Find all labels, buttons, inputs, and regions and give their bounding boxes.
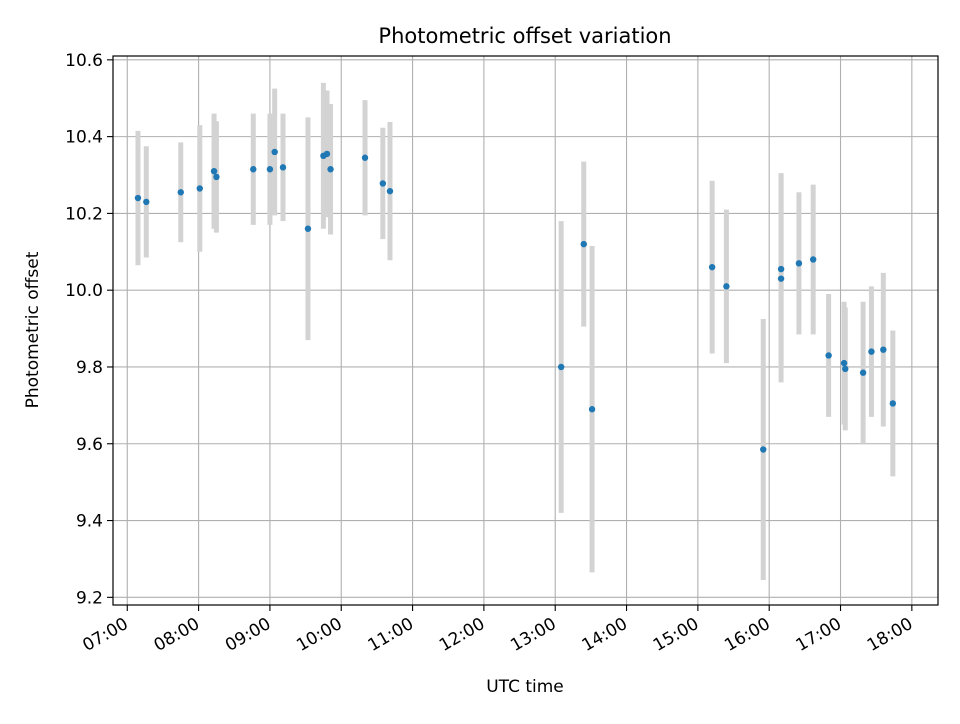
data-point [557,363,565,371]
data-point [760,446,767,453]
chart-title: Photometric offset variation [378,24,671,48]
data-point [177,189,184,196]
data-point [266,166,274,173]
data-point [134,194,142,202]
data-point [777,265,785,273]
plot-frame [112,55,939,606]
data-point [210,167,218,175]
y-tick-label: 10.4 [65,128,103,148]
data-point [327,166,334,173]
y-tick-label: 9.2 [76,588,103,608]
y-tick-label: 10.0 [65,281,103,301]
data-point [588,406,596,413]
y-tick-label: 9.6 [76,435,103,455]
data-point [809,256,817,263]
data-point [840,359,848,367]
y-axis: 9.2 9.4 9.6 9.8 10.0 10.2 10.4 10.6 [65,51,113,608]
x-axis-label: UTC time [486,677,564,697]
data-point [304,225,312,232]
data-point [386,187,394,195]
data-point [880,346,887,353]
y-tick-label: 9.8 [76,358,103,378]
data-point [213,173,220,181]
data-point [143,198,150,206]
data-point [777,275,785,282]
data-points [134,148,897,453]
data-point [323,150,331,158]
data-point [868,348,875,355]
data-point [361,154,369,161]
data-point [889,400,897,407]
grid-lines [113,56,938,605]
data-point [708,263,716,271]
data-point [250,166,257,173]
data-point [580,240,587,248]
y-tick-label: 10.6 [65,51,103,71]
y-tick-label: 9.4 [76,512,103,532]
data-point [723,283,730,290]
data-point [279,164,287,171]
data-point [825,352,832,359]
y-axis-label: Photometric offset [23,251,43,408]
data-point [795,260,803,267]
data-point [859,369,867,376]
data-point [196,185,203,192]
data-point [842,365,849,373]
data-point [271,148,278,156]
data-point [379,180,387,187]
y-tick-label: 10.2 [65,204,103,224]
